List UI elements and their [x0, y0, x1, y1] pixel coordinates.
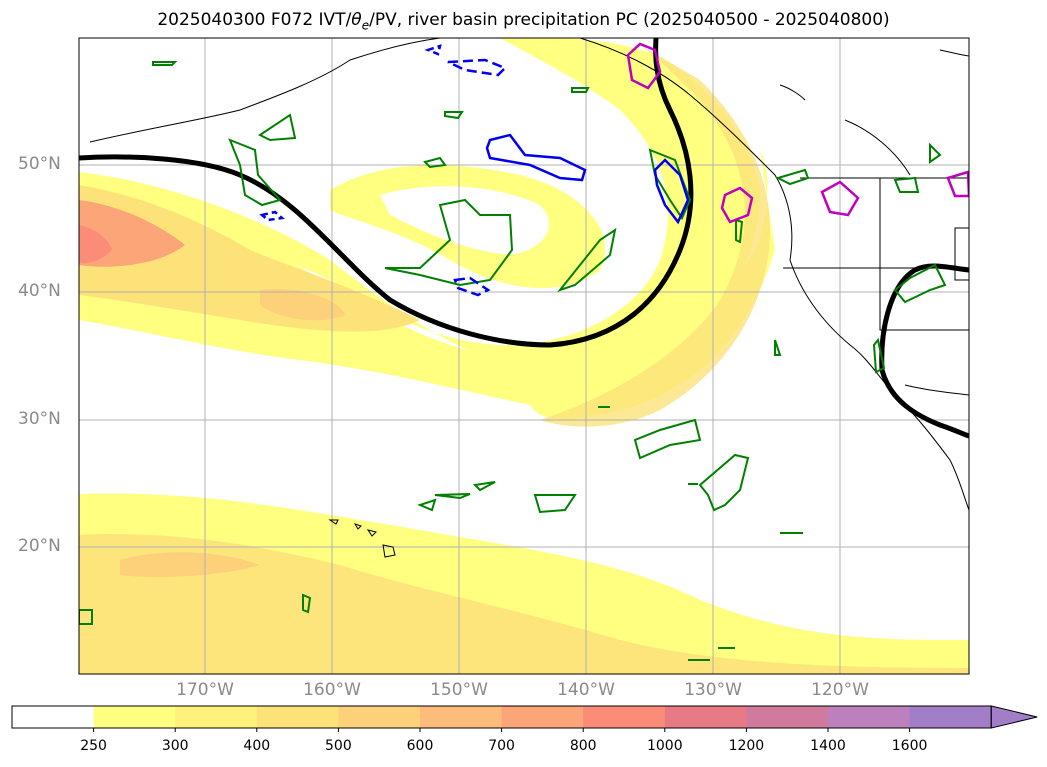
magenta-contours [626, 42, 969, 224]
lon-label-120w: 120°W [811, 680, 869, 700]
colorbar-tick-label: 400 [243, 738, 271, 754]
colorbar-segment [175, 706, 258, 728]
colorbar [11, 705, 1038, 732]
map-content [79, 38, 969, 674]
colorbar-tick-label: 1200 [728, 738, 765, 754]
colorbar-segment [664, 706, 747, 728]
colorbar-tick-label: 700 [488, 738, 515, 754]
ivt-west-ar-inner [79, 150, 775, 420]
colorbar-segment [93, 706, 176, 728]
lat-label-30: 30°N [18, 409, 61, 429]
pv-contour-west [79, 38, 694, 348]
precip-contours [79, 61, 947, 661]
lat-label-20: 20°N [18, 536, 61, 556]
colorbar-segment [420, 706, 503, 728]
map-frame [78, 37, 970, 675]
lat-label-50: 50°N [18, 154, 61, 174]
theta-contours [259, 44, 690, 297]
colorbar-segment [583, 706, 666, 728]
colorbar-segment [828, 706, 911, 728]
lon-label-140w: 140°W [557, 680, 615, 700]
ivt-west-core3 [79, 225, 112, 264]
colorbar-tick-label: 300 [161, 738, 189, 754]
lon-label-170w: 170°W [176, 680, 234, 700]
colorbar-segment [746, 706, 829, 728]
ivt-shading [79, 38, 969, 674]
lon-label-130w: 130°W [684, 680, 742, 700]
colorbar-segment [256, 706, 339, 728]
colorbar-tick-label: 1600 [891, 738, 928, 754]
map-title: 2025040300 F072 IVT/θe/PV, river basin p… [157, 10, 890, 33]
lat-label-40: 40°N [18, 281, 61, 301]
ivt-mid-core [260, 289, 345, 321]
ivt-south-core2 [120, 552, 260, 577]
colorbar-segment [501, 706, 584, 728]
colorbar-tick-label: 800 [569, 738, 597, 754]
colorbar-segment [909, 706, 992, 728]
colorbar-tick-label: 500 [325, 738, 352, 754]
colorbar-segment [12, 706, 95, 728]
ivt-white-hole [380, 186, 549, 255]
colorbar-tick-label: 250 [80, 738, 107, 754]
graticule [79, 38, 969, 674]
colorbar-extend-arrow [990, 705, 1038, 729]
colorbar-tick-label: 600 [406, 738, 434, 754]
colorbar-tick-label: 1000 [646, 738, 683, 754]
lon-label-150w: 150°W [430, 680, 488, 700]
lon-label-160w: 160°W [303, 680, 361, 700]
ivt-south-core [79, 534, 969, 674]
colorbar-tick-label: 1400 [810, 738, 846, 754]
colorbar-segment [338, 706, 421, 728]
ivt-west-core [79, 185, 420, 332]
